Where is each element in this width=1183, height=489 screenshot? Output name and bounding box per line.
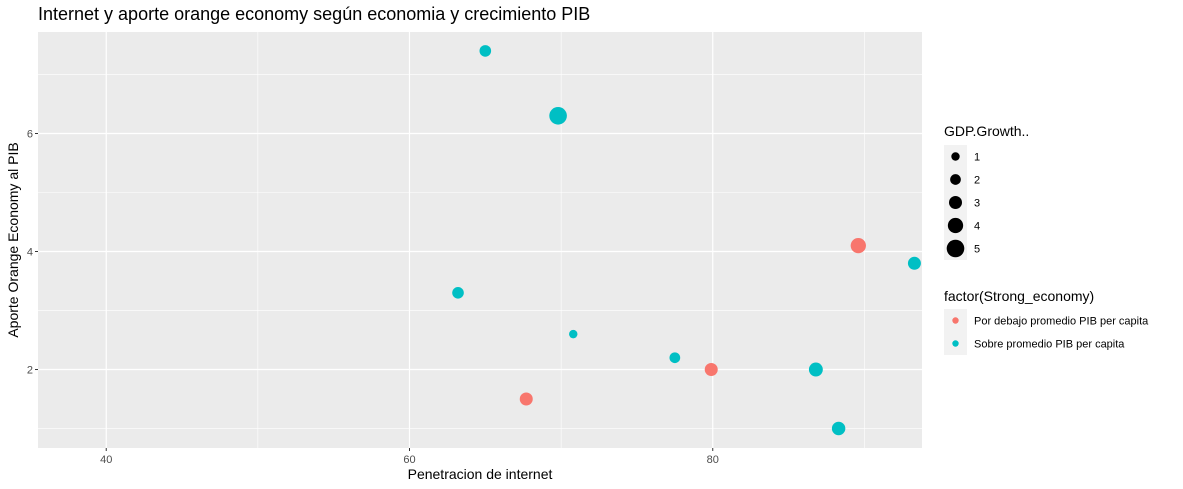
data-point: [479, 45, 492, 57]
y-tick-label: 4: [27, 247, 33, 259]
x-axis: 40 60 80: [100, 448, 719, 466]
size-legend-label: 5: [974, 244, 980, 256]
size-legend-key: [950, 174, 961, 185]
size-legend-key: [946, 239, 965, 258]
y-axis-title: Aporte Orange Economy al PIB: [5, 142, 21, 337]
x-tick-label: 40: [100, 454, 112, 466]
data-point: [569, 329, 578, 339]
data-point: [704, 363, 718, 377]
data-point: [549, 106, 567, 125]
color-legend-label: Por debajo promedio PIB per capita: [974, 316, 1149, 328]
color-legend-title: factor(Strong_economy): [944, 288, 1094, 304]
x-axis-title: Penetracion de internet: [408, 466, 553, 482]
size-legend-label: 1: [974, 152, 980, 164]
plot-background: [38, 32, 922, 448]
size-legend-label: 2: [974, 175, 980, 187]
minor-gridlines: [38, 32, 922, 448]
size-legend-key: [947, 217, 964, 234]
data-point: [850, 237, 866, 254]
size-legend-label: 3: [974, 198, 980, 210]
color-legend-label: Sobre promedio PIB per capita: [974, 339, 1125, 351]
data-point: [669, 352, 681, 364]
y-tick-label: 6: [27, 128, 33, 140]
size-legend: GDP.Growth.. 1 2 3 4 5: [944, 123, 1029, 260]
data-points: [452, 45, 921, 436]
size-legend-key: [951, 152, 960, 161]
data-point: [831, 421, 846, 436]
chart-title: Internet y aporte orange economy según e…: [38, 4, 590, 24]
major-gridlines: [38, 32, 922, 448]
y-axis: 2 4 6: [27, 128, 38, 377]
data-point: [808, 362, 823, 377]
color-legend-key: [952, 317, 959, 324]
y-tick-label: 2: [27, 365, 33, 377]
x-tick-label: 80: [707, 454, 719, 466]
data-point: [907, 256, 921, 270]
color-legend: factor(Strong_economy) Por debajo promed…: [944, 288, 1149, 355]
size-legend-key: [949, 196, 962, 209]
data-point: [519, 392, 533, 406]
data-point: [452, 287, 464, 299]
color-legend-key: [952, 340, 959, 347]
size-legend-label: 4: [974, 221, 980, 233]
size-legend-title: GDP.Growth..: [944, 123, 1029, 139]
x-tick-label: 60: [403, 454, 415, 466]
